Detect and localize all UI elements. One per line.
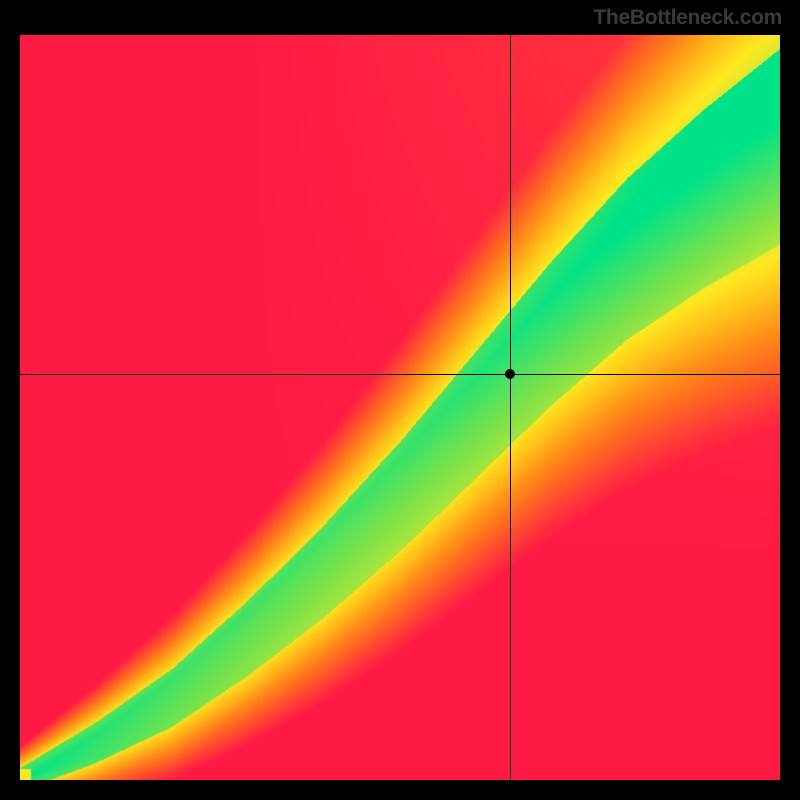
crosshair-vertical: [510, 35, 511, 780]
watermark-text: TheBottleneck.com: [593, 6, 782, 30]
bottleneck-heatmap: [20, 35, 780, 780]
selected-point-marker: [505, 369, 515, 379]
heatmap-canvas: [20, 35, 780, 780]
crosshair-horizontal: [20, 374, 780, 375]
